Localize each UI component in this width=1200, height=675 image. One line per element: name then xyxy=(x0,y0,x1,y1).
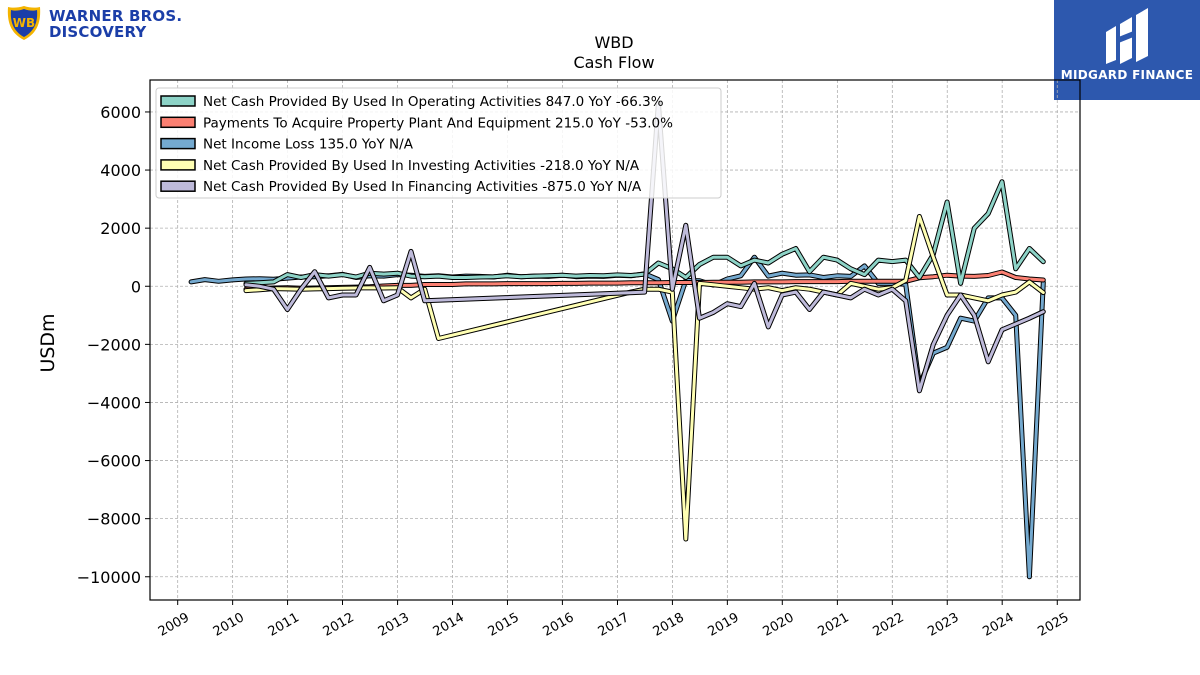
x-tick-label: 2013 xyxy=(376,610,412,640)
legend-label: Net Cash Provided By Used In Investing A… xyxy=(203,158,640,174)
series-layer xyxy=(188,100,1046,580)
company-logo: WB WARNER BROS. DISCOVERY xyxy=(6,5,196,43)
legend-swatch xyxy=(160,159,196,171)
y-axis-label: USDm xyxy=(37,313,59,372)
company-logo-line-1: WARNER BROS. xyxy=(49,7,183,25)
y-axis: 6000 4000 2000 0 −2000 −4000 −6000 −8000 −10000 xyxy=(77,103,150,587)
legend: Net Cash Provided By Used In Operating A… xyxy=(155,87,722,199)
y-tick-label: −10000 xyxy=(77,568,141,587)
x-tick-label: 2023 xyxy=(925,610,961,640)
legend-swatch xyxy=(160,137,196,150)
plot-frame xyxy=(149,79,1081,601)
x-axis: 2009 2010 2011 2012 2013 2014 2015 2016 2017 2018… xyxy=(156,600,1072,640)
y-tick-label: −2000 xyxy=(87,335,141,354)
publisher-logo: MIDGARD FINANCE xyxy=(1054,0,1200,100)
x-tick-label: 2009 xyxy=(156,610,192,640)
svg-text:WB: WB xyxy=(13,16,35,30)
chart-title: WBD xyxy=(594,33,633,52)
x-tick-label: 2024 xyxy=(980,610,1016,640)
x-tick-label: 2021 xyxy=(816,610,852,640)
series-net-cash-provided-by-used-in-investing-activities xyxy=(243,214,1046,542)
x-tick-label: 2018 xyxy=(651,610,687,640)
y-tick-label: 2000 xyxy=(100,219,141,238)
y-tick-label: −6000 xyxy=(87,452,141,471)
legend-swatch xyxy=(160,95,196,107)
y-tick-label: −8000 xyxy=(87,510,141,529)
x-tick-label: 2017 xyxy=(596,610,632,640)
publisher-logo-text: MIDGARD FINANCE xyxy=(1060,68,1194,82)
series-line xyxy=(244,101,1045,393)
x-tick-label: 2020 xyxy=(760,610,796,640)
x-tick-label: 2022 xyxy=(870,610,906,640)
x-tick-label: 2019 xyxy=(706,610,742,640)
x-tick-label: 2012 xyxy=(321,610,357,640)
legend-label: Payments To Acquire Property Plant And E… xyxy=(203,115,673,131)
wb-shield-icon: WB xyxy=(7,6,41,40)
y-tick-label: −4000 xyxy=(87,393,141,412)
legend-label: Net Cash Provided By Used In Financing A… xyxy=(203,179,642,195)
x-tick-label: 2014 xyxy=(431,610,467,640)
x-tick-label: 2025 xyxy=(1035,610,1071,640)
legend-swatch xyxy=(160,180,196,192)
y-tick-label: 0 xyxy=(131,277,141,296)
midgard-emblem-icon xyxy=(1106,8,1148,64)
series-line xyxy=(244,215,1045,541)
legend-label: Net Income Loss 135.0 YoY N/A xyxy=(203,137,414,153)
x-tick-label: 2015 xyxy=(486,610,522,640)
y-tick-label: 4000 xyxy=(100,161,141,180)
x-tick-label: 2016 xyxy=(541,610,577,640)
chart-subtitle: Cash Flow xyxy=(573,53,654,72)
company-logo-line-2: DISCOVERY xyxy=(49,23,147,41)
legend-label: Net Cash Provided By Used In Operating A… xyxy=(203,94,664,110)
legend-swatch xyxy=(160,116,196,129)
x-tick-label: 2011 xyxy=(266,610,302,640)
x-tick-label: 2010 xyxy=(211,610,247,640)
legend-box xyxy=(155,87,722,199)
y-tick-label: 6000 xyxy=(100,103,141,122)
series-net-cash-provided-by-used-in-financing-activities xyxy=(243,100,1046,394)
